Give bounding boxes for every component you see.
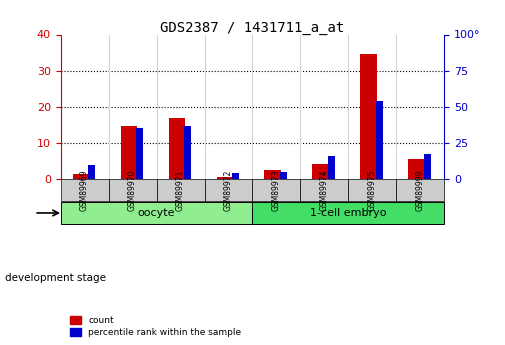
Text: GSM89974: GSM89974 <box>320 169 329 211</box>
Bar <box>424 155 431 179</box>
Text: GSM89973: GSM89973 <box>272 169 281 211</box>
Text: GDS2387 / 1431711_a_at: GDS2387 / 1431711_a_at <box>161 21 344 35</box>
Bar <box>396 179 444 201</box>
Bar <box>61 202 252 224</box>
Bar <box>157 179 205 201</box>
Bar <box>328 156 335 179</box>
Bar <box>136 128 143 179</box>
Text: 1-cell embryo: 1-cell embryo <box>310 208 387 218</box>
Bar <box>61 179 109 201</box>
Bar <box>376 101 383 179</box>
Bar <box>300 179 348 201</box>
Bar <box>313 164 329 179</box>
Text: GSM89999: GSM89999 <box>416 169 425 211</box>
Bar <box>409 159 425 179</box>
Text: oocyte: oocyte <box>138 208 175 218</box>
Bar <box>109 179 157 201</box>
Bar <box>169 118 185 179</box>
Bar <box>88 165 95 179</box>
Bar <box>217 177 233 179</box>
Bar <box>205 179 252 201</box>
Bar <box>252 179 300 201</box>
Text: GSM89975: GSM89975 <box>368 169 377 211</box>
Legend: count, percentile rank within the sample: count, percentile rank within the sample <box>70 316 241 337</box>
Bar <box>73 174 89 179</box>
Bar <box>280 172 287 179</box>
Bar <box>361 55 377 179</box>
Bar <box>184 126 191 179</box>
Text: development stage: development stage <box>5 273 106 283</box>
Bar <box>232 173 239 179</box>
Bar <box>348 179 396 201</box>
Text: GSM89970: GSM89970 <box>128 169 137 211</box>
Bar <box>121 126 137 179</box>
Text: GSM89971: GSM89971 <box>176 169 185 210</box>
Text: GSM89969: GSM89969 <box>80 169 89 211</box>
Bar <box>252 202 444 224</box>
Text: GSM89972: GSM89972 <box>224 169 233 210</box>
Bar <box>265 170 281 179</box>
